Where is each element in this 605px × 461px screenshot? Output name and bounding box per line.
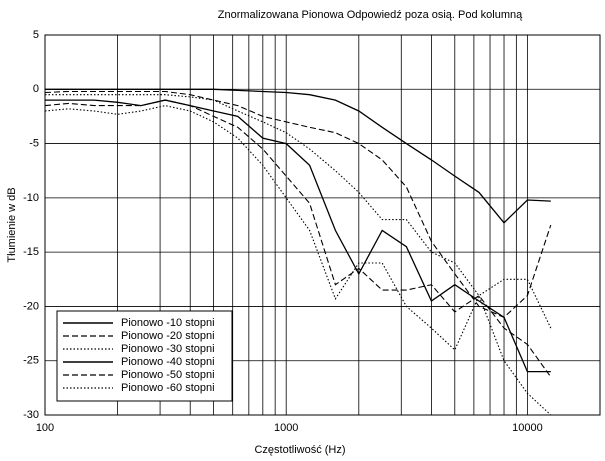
legend-label: Pionowo -20 stopni	[121, 330, 215, 342]
y-tick-label: 5	[33, 29, 39, 41]
series-line	[45, 99, 552, 378]
series-line	[45, 90, 552, 318]
y-tick-label: -20	[23, 300, 39, 312]
series-line	[45, 105, 552, 351]
y-tick-label: 0	[33, 83, 39, 95]
y-tick-label: -5	[29, 137, 39, 149]
series-line	[45, 94, 552, 415]
x-axis-label: Częstotliwość (Hz)	[254, 444, 345, 456]
x-tick-label: 10000	[512, 422, 543, 434]
series-line	[45, 99, 551, 373]
series-line	[45, 88, 551, 224]
legend-label: Pionowo -10 stopni	[121, 317, 215, 329]
x-tick-label: 100	[36, 422, 54, 434]
y-axis-label: Tłumienie w dB	[6, 187, 18, 262]
legend-box	[56, 310, 233, 402]
legend-label: Pionowo -60 stopni	[121, 382, 215, 394]
legend-label: Pionowo -40 stopni	[121, 356, 215, 368]
y-tick-label: -15	[23, 246, 39, 258]
y-tick-label: -25	[23, 355, 39, 367]
legend-label: Pionowo -50 stopni	[121, 369, 215, 381]
y-tick-label: -30	[23, 409, 39, 421]
legend-label: Pionowo -30 stopni	[121, 343, 215, 355]
plot-frame	[44, 34, 601, 416]
x-tick-label: 1000	[274, 422, 298, 434]
y-tick-label: -10	[23, 192, 39, 204]
chart-title: Znormalizowana Pionowa Odpowiedź poza os…	[218, 9, 523, 21]
